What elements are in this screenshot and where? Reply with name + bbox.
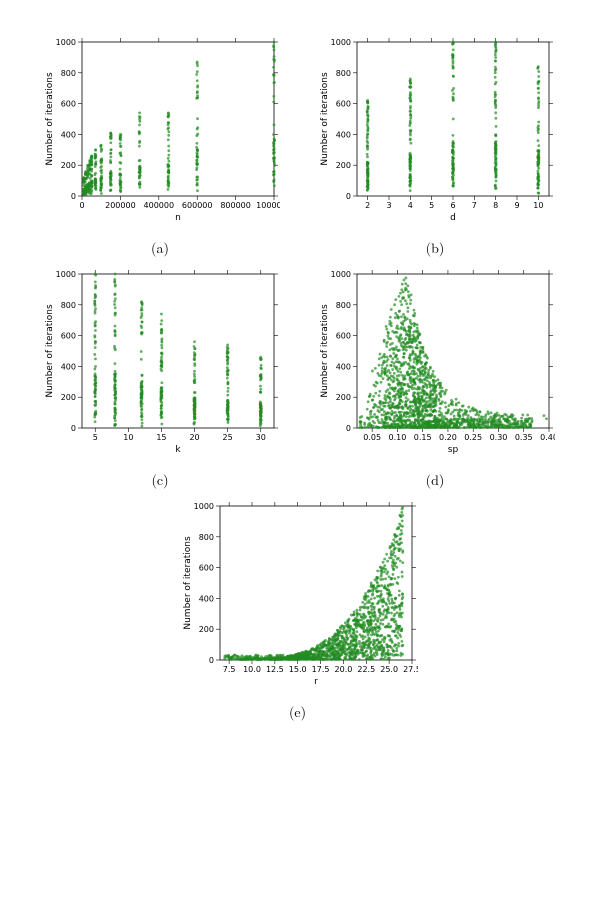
svg-text:10: 10 — [533, 201, 543, 210]
svg-text:200000: 200000 — [105, 201, 136, 210]
svg-text:0.05: 0.05 — [363, 433, 381, 442]
svg-text:1000: 1000 — [331, 38, 351, 47]
svg-text:800: 800 — [61, 301, 76, 310]
panel-d-plot: 0 200 400 600 800 1000 0.05 0.10 0.15 0.20 0.25 0.3… — [315, 266, 555, 456]
panel-a-caption: (a) — [151, 238, 169, 258]
svg-text:sp: sp — [448, 445, 459, 455]
svg-text:15.0: 15.0 — [288, 665, 306, 674]
svg-text:22.5: 22.5 — [357, 665, 375, 674]
svg-text:600000: 600000 — [182, 201, 213, 210]
svg-text:200: 200 — [61, 161, 76, 170]
panel-c-plot: 0 200 400 600 800 1000 5 10 15 20 25 30 Number of it… — [40, 266, 280, 456]
svg-text:0.40: 0.40 — [540, 433, 555, 442]
svg-text:800: 800 — [336, 301, 351, 310]
svg-text:Number of iterations: Number of iterations — [183, 536, 193, 630]
svg-text:1000: 1000 — [331, 270, 351, 279]
svg-text:0: 0 — [71, 192, 76, 201]
panel-b-caption: (b) — [426, 238, 445, 258]
svg-text:0.15: 0.15 — [414, 433, 432, 442]
svg-text:1000: 1000 — [193, 502, 213, 511]
svg-text:1000: 1000 — [56, 38, 76, 47]
svg-text:Number of iterations: Number of iterations — [45, 72, 55, 166]
panel-b-cell: 0 200 400 600 800 1000 2 3 4 5 6 7 8 9 10 Number of ite… — [315, 34, 555, 258]
svg-text:25.0: 25.0 — [380, 665, 398, 674]
svg-text:800000: 800000 — [220, 201, 251, 210]
svg-text:600: 600 — [61, 332, 76, 341]
svg-text:0: 0 — [71, 424, 76, 433]
svg-text:Number of iterations: Number of iterations — [320, 72, 330, 166]
svg-text:30: 30 — [256, 433, 266, 442]
svg-text:k: k — [175, 445, 181, 455]
svg-text:400: 400 — [61, 130, 76, 139]
svg-text:27.5: 27.5 — [403, 665, 418, 674]
row-3: 0 200 400 600 800 1000 7.5 10.0 12.5 15.0 17.5 20.0… — [40, 498, 555, 722]
panel-b-plot: 0 200 400 600 800 1000 2 3 4 5 6 7 8 9 10 Number of ite… — [315, 34, 555, 224]
svg-text:3: 3 — [386, 201, 391, 210]
svg-text:7: 7 — [472, 201, 477, 210]
svg-text:200: 200 — [336, 393, 351, 402]
panel-a-plot: 0 200 400 600 800 1000 0 200000 400000 600000 8000… — [40, 34, 280, 224]
svg-text:20.0: 20.0 — [334, 665, 352, 674]
svg-text:5: 5 — [93, 433, 98, 442]
svg-text:10.0: 10.0 — [243, 665, 261, 674]
svg-text:600: 600 — [336, 100, 351, 109]
svg-text:800: 800 — [61, 69, 76, 78]
svg-text:800: 800 — [198, 533, 213, 542]
svg-text:200: 200 — [61, 393, 76, 402]
svg-text:12.5: 12.5 — [265, 665, 283, 674]
row-1: 0200400600800100002000004000006000008000… — [40, 34, 555, 258]
panel-c-cell: 0 200 400 600 800 1000 5 10 15 20 25 30 Number of it… — [40, 266, 280, 490]
panel-a-cell: 0 200 400 600 800 1000 0 200000 400000 600000 8000… — [40, 34, 280, 258]
svg-text:0: 0 — [79, 201, 84, 210]
svg-text:r: r — [314, 677, 318, 687]
svg-text:600: 600 — [336, 332, 351, 341]
svg-text:9: 9 — [514, 201, 519, 210]
svg-text:200: 200 — [198, 625, 213, 634]
svg-text:2: 2 — [365, 201, 370, 210]
svg-text:4: 4 — [408, 201, 413, 210]
panel-e-cell: 0 200 400 600 800 1000 7.5 10.0 12.5 15.0 17.5 20.0… — [178, 498, 418, 722]
svg-text:200: 200 — [336, 161, 351, 170]
svg-text:25: 25 — [223, 433, 233, 442]
svg-text:20: 20 — [189, 433, 199, 442]
svg-text:400: 400 — [198, 594, 213, 603]
panel-e-caption: (e) — [289, 702, 306, 722]
svg-text:0.35: 0.35 — [515, 433, 533, 442]
svg-text:0: 0 — [346, 192, 351, 201]
svg-text:0.30: 0.30 — [490, 433, 508, 442]
svg-text:5: 5 — [429, 201, 434, 210]
svg-text:400000: 400000 — [144, 201, 175, 210]
svg-text:400: 400 — [61, 362, 76, 371]
svg-text:1000: 1000 — [56, 270, 76, 279]
svg-text:600: 600 — [198, 564, 213, 573]
svg-text:0: 0 — [208, 656, 213, 665]
svg-text:d: d — [450, 213, 456, 223]
svg-text:0.20: 0.20 — [439, 433, 457, 442]
svg-text:Number of iterations: Number of iterations — [320, 304, 330, 398]
svg-text:Number of iterations: Number of iterations — [45, 304, 55, 398]
figure-page: 0200400600800100002000004000006000008000… — [0, 0, 595, 913]
svg-text:400: 400 — [336, 130, 351, 139]
svg-text:6: 6 — [450, 201, 455, 210]
svg-text:8: 8 — [493, 201, 498, 210]
svg-text:10: 10 — [123, 433, 133, 442]
panel-c-caption: (c) — [151, 470, 168, 490]
row-2: 0 200 400 600 800 1000 5 10 15 20 25 30 Number of it… — [40, 266, 555, 490]
svg-text:15: 15 — [156, 433, 166, 442]
svg-text:400: 400 — [336, 362, 351, 371]
svg-text:800: 800 — [336, 69, 351, 78]
svg-text:600: 600 — [61, 100, 76, 109]
svg-text:17.5: 17.5 — [311, 665, 329, 674]
svg-text:0.25: 0.25 — [464, 433, 482, 442]
svg-text:0.10: 0.10 — [389, 433, 407, 442]
svg-text:n: n — [175, 213, 181, 223]
panel-e-plot: 0 200 400 600 800 1000 7.5 10.0 12.5 15.0 17.5 20.0… — [178, 498, 418, 688]
svg-text:7.5: 7.5 — [222, 665, 235, 674]
panel-d-caption: (d) — [426, 470, 445, 490]
panel-d-cell: 0 200 400 600 800 1000 0.05 0.10 0.15 0.20 0.25 0.3… — [315, 266, 555, 490]
svg-text:1000000: 1000000 — [256, 201, 280, 210]
svg-text:0: 0 — [346, 424, 351, 433]
